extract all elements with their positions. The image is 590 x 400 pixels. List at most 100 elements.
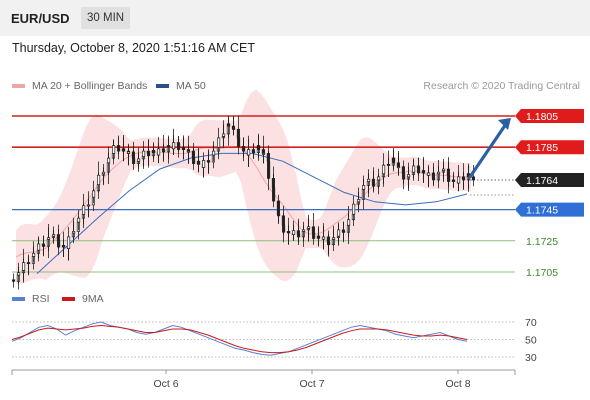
candle-body [437, 171, 441, 175]
timestamp: Thursday, October 8, 2020 1:51:16 AM CET [12, 41, 255, 55]
candle-body [42, 245, 46, 247]
candle-body [402, 173, 406, 180]
candle-body [397, 166, 401, 169]
candle-body [207, 160, 211, 163]
projection-arrow [468, 122, 508, 179]
candle-body [22, 262, 26, 271]
credit-text: Research © 2020 Trading Central [423, 80, 580, 92]
candle-body [62, 245, 66, 248]
candle-body [297, 234, 301, 238]
rsi-line [11, 321, 468, 356]
candle-body [327, 242, 331, 246]
candle-body [227, 123, 231, 127]
candle-body [157, 148, 161, 156]
candle-body [182, 146, 186, 150]
candle-body [32, 252, 36, 257]
legend-9ma: 9MA [62, 293, 104, 305]
symbol-label: EUR/USD [11, 11, 70, 26]
candle-body [102, 171, 106, 175]
candle-body [97, 174, 101, 185]
candle-body [132, 157, 136, 164]
level-label-1: 1.1785 [526, 142, 558, 154]
candle-body [422, 170, 426, 174]
ma50-swatch [156, 84, 169, 89]
current-price-tag [515, 172, 584, 187]
level-tag-1 [515, 140, 584, 155]
legend-9ma-label: 9MA [82, 293, 104, 305]
candle-body [77, 217, 81, 223]
rsi-tick-30: 30 [525, 352, 537, 364]
level-label-0: 1.1805 [526, 111, 558, 123]
candle-body [52, 234, 56, 237]
candle-body [47, 237, 51, 240]
candle-body [337, 229, 341, 237]
candle-body [172, 142, 176, 150]
candle-body [252, 151, 256, 154]
candle-body [471, 176, 475, 181]
candle-body [432, 178, 436, 181]
projection-arrow-head [498, 118, 511, 130]
candle-body [447, 174, 451, 182]
legend-ma50: MA 50 [156, 80, 206, 92]
candle-body [277, 213, 281, 217]
candle-body [37, 243, 41, 251]
level-label-3: 1.1725 [526, 236, 558, 248]
candle-body [27, 262, 31, 264]
candle-body [317, 235, 321, 239]
candle-body [312, 232, 316, 239]
rsi-tick-70: 70 [525, 317, 537, 329]
candle-body [407, 174, 411, 178]
candle-body [362, 185, 366, 190]
candle-body [262, 153, 266, 155]
candle-body [192, 157, 196, 164]
rsi-swatch [12, 297, 25, 302]
candle-body [292, 230, 296, 235]
candle-body [107, 157, 111, 164]
candle-body [412, 165, 416, 173]
candle-body [82, 205, 86, 215]
candles [12, 115, 475, 290]
candle-body [392, 157, 396, 164]
candle-body [137, 158, 141, 162]
x-tick-label-1: Oct 7 [299, 378, 324, 390]
candle-body [112, 145, 116, 154]
candle-body [122, 148, 126, 152]
legend-ma50-label: MA 50 [176, 80, 206, 92]
candle-body [367, 178, 371, 182]
candle-body [242, 146, 246, 152]
candle-body [197, 160, 201, 165]
timeframe-badge[interactable]: 30 MIN [81, 7, 131, 29]
level-label-2: 1.1745 [526, 205, 558, 217]
candle-body [302, 229, 306, 232]
legend-ma20: MA 20 + Bollinger Bands [12, 80, 147, 92]
candle-body [352, 203, 356, 215]
candle-body [212, 150, 216, 156]
candle-body [382, 164, 386, 175]
candle-body [142, 150, 146, 157]
candle-body [87, 204, 91, 207]
candle-body [357, 199, 361, 203]
candle-body [217, 137, 221, 148]
chart-header: EUR/USD 30 MIN [0, 0, 590, 36]
candle-body [272, 187, 276, 202]
candle-body [152, 149, 156, 154]
candle-body [12, 279, 16, 282]
ma9-swatch [62, 297, 75, 302]
current-price-label: 1.1764 [526, 175, 558, 187]
candle-body [177, 143, 181, 150]
candle-body [417, 167, 421, 174]
candle-body [332, 237, 336, 240]
candle-body [147, 153, 151, 157]
legend-ma20-label: MA 20 + Bollinger Bands [32, 80, 148, 92]
rsi-tick-50: 50 [525, 335, 537, 347]
candle-body [287, 231, 291, 234]
candle-body [167, 145, 171, 148]
level-label-4: 1.1705 [526, 267, 558, 279]
candle-body [347, 219, 351, 226]
candle-body [72, 231, 76, 234]
candle-body [17, 272, 21, 276]
x-tick-label-0: Oct 6 [153, 378, 178, 390]
candle-body [232, 128, 236, 130]
candle-body [127, 151, 131, 154]
